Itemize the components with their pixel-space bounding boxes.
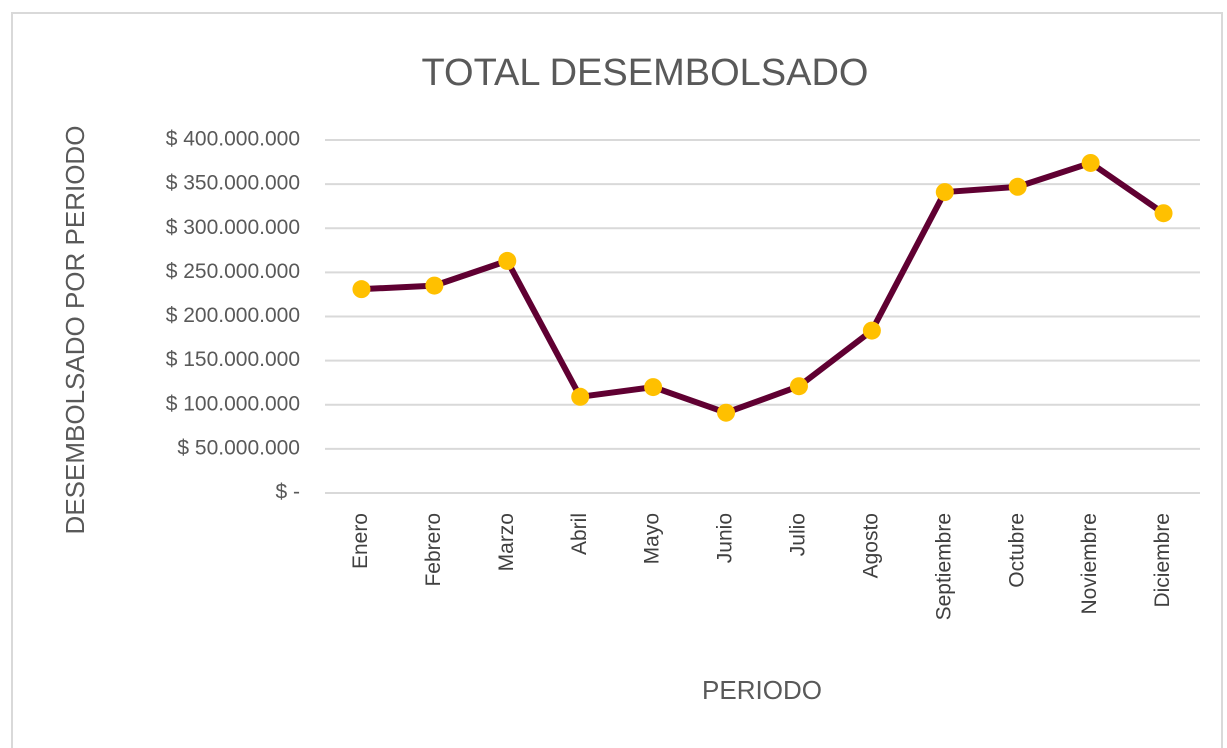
data-point: [571, 387, 590, 406]
chart-title: TOTAL DESEMBOLSADO: [422, 52, 869, 94]
x-tick-label: Mayo: [641, 513, 664, 564]
x-tick-label: Junio: [714, 513, 737, 563]
y-tick-label: $ 200.000.000: [166, 304, 300, 327]
y-tick-label: $ 400.000.000: [166, 128, 300, 151]
y-axis-title: DESEMBOLSADO POR PERIODO: [60, 126, 90, 535]
series-line: [361, 159, 1166, 416]
data-point: [789, 377, 808, 396]
x-tick-label: Septiembre: [932, 513, 955, 620]
x-tick-label: Julio: [787, 513, 810, 556]
y-tick-label: $ 300.000.000: [166, 216, 300, 239]
data-point: [425, 276, 444, 295]
x-tick-label: Abril: [568, 513, 591, 555]
x-tick-label: Octubre: [1005, 513, 1028, 588]
x-tick-label: Marzo: [495, 513, 518, 571]
chart-frame: [11, 12, 1223, 748]
data-point: [717, 403, 736, 422]
y-tick-label: $ 150.000.000: [166, 348, 300, 371]
y-tick-label: $ 350.000.000: [166, 172, 300, 195]
data-point: [935, 183, 954, 202]
y-tick-label: $ 100.000.000: [166, 392, 300, 415]
data-point: [862, 321, 881, 340]
x-tick-label: Febrero: [422, 513, 445, 587]
x-tick-label: Noviembre: [1078, 513, 1101, 615]
x-tick-label: Agosto: [859, 513, 882, 578]
data-point: [352, 280, 371, 299]
x-axis-title: PERIODO: [702, 675, 822, 705]
data-point: [1154, 204, 1173, 223]
x-tick-label: Enero: [349, 513, 372, 569]
data-point: [498, 251, 517, 270]
x-tick-label: Diciembre: [1151, 513, 1174, 608]
data-point: [1008, 177, 1027, 196]
y-tick-label: $ 250.000.000: [166, 260, 300, 283]
y-tick-label: $ -: [275, 481, 300, 504]
data-point: [644, 378, 663, 397]
y-tick-label: $ 50.000.000: [177, 436, 300, 459]
data-point: [1081, 153, 1100, 172]
